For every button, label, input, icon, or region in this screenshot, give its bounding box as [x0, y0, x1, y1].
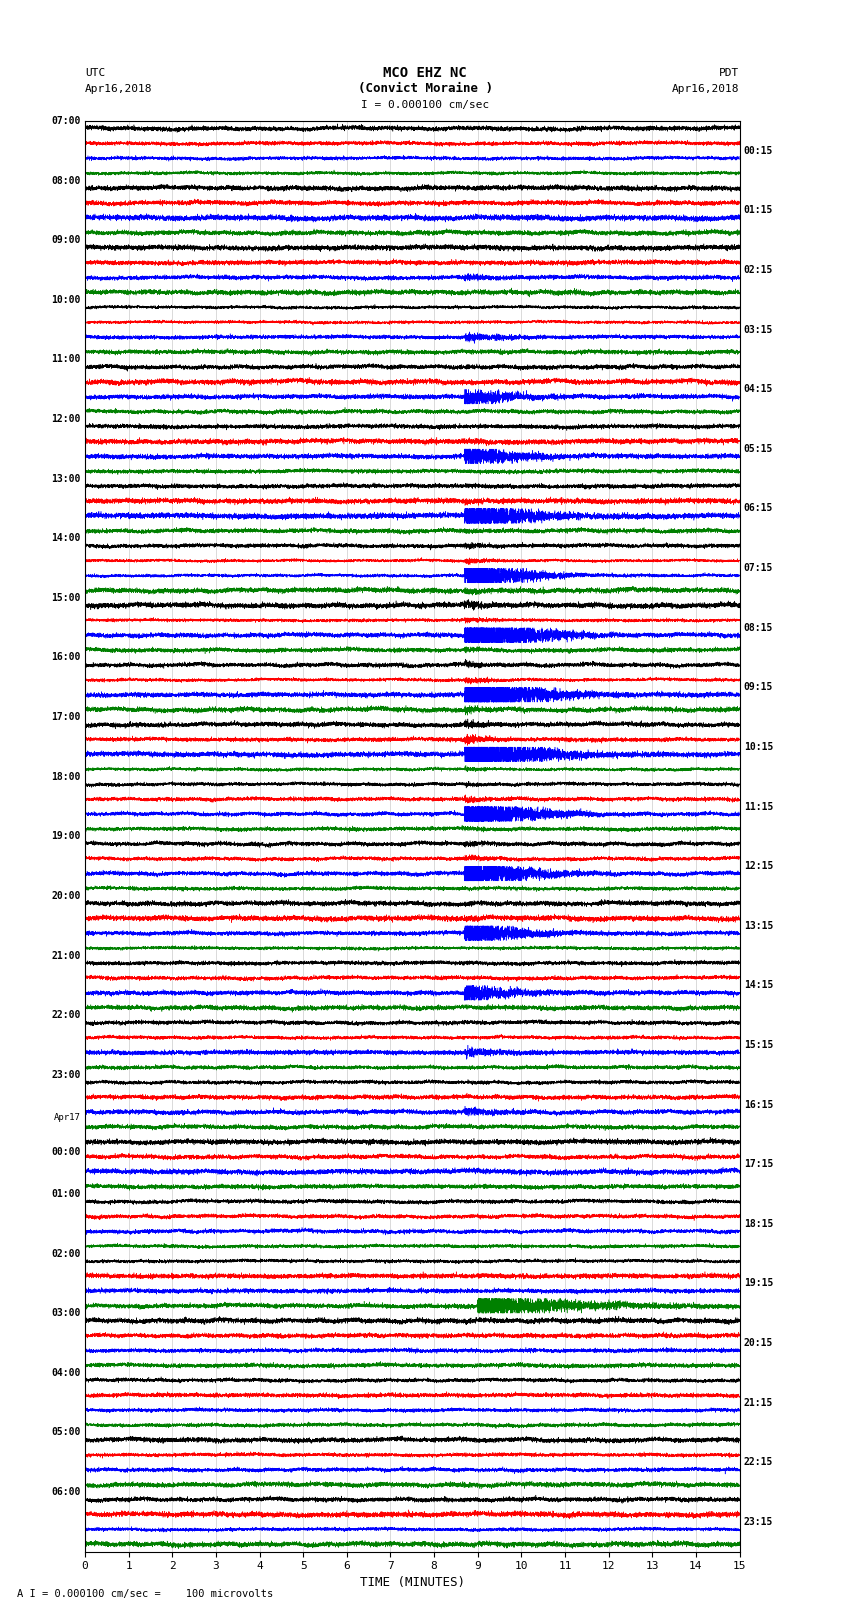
Text: 00:00: 00:00: [51, 1147, 81, 1157]
Text: 17:00: 17:00: [51, 711, 81, 723]
Text: 11:00: 11:00: [51, 355, 81, 365]
Text: 23:00: 23:00: [51, 1069, 81, 1079]
Text: Apr16,2018: Apr16,2018: [85, 84, 152, 94]
Text: 07:15: 07:15: [744, 563, 774, 573]
Text: 10:15: 10:15: [744, 742, 774, 752]
Text: 02:15: 02:15: [744, 265, 774, 274]
Text: 17:15: 17:15: [744, 1160, 774, 1169]
Text: 06:00: 06:00: [51, 1487, 81, 1497]
Text: 14:15: 14:15: [744, 981, 774, 990]
Text: 08:15: 08:15: [744, 623, 774, 632]
Text: 02:00: 02:00: [51, 1248, 81, 1258]
Text: 05:00: 05:00: [51, 1428, 81, 1437]
Text: 08:00: 08:00: [51, 176, 81, 185]
Text: 15:15: 15:15: [744, 1040, 774, 1050]
Text: 15:00: 15:00: [51, 594, 81, 603]
Text: UTC: UTC: [85, 68, 105, 77]
Text: 12:15: 12:15: [744, 861, 774, 871]
Text: 09:15: 09:15: [744, 682, 774, 692]
Text: 12:00: 12:00: [51, 415, 81, 424]
Text: 00:15: 00:15: [744, 145, 774, 156]
Text: 10:00: 10:00: [51, 295, 81, 305]
Text: 23:15: 23:15: [744, 1516, 774, 1528]
Text: 05:15: 05:15: [744, 444, 774, 453]
Text: 18:15: 18:15: [744, 1219, 774, 1229]
Text: 20:15: 20:15: [744, 1339, 774, 1348]
Text: (Convict Moraine ): (Convict Moraine ): [358, 82, 492, 95]
Text: 22:00: 22:00: [51, 1010, 81, 1019]
Text: 16:15: 16:15: [744, 1100, 774, 1110]
Text: 01:00: 01:00: [51, 1189, 81, 1198]
Text: Apr17: Apr17: [54, 1113, 81, 1121]
Text: 14:00: 14:00: [51, 534, 81, 544]
Text: 22:15: 22:15: [744, 1457, 774, 1468]
Text: PDT: PDT: [719, 68, 740, 77]
Text: 20:00: 20:00: [51, 890, 81, 902]
Text: 13:00: 13:00: [51, 474, 81, 484]
Text: 04:15: 04:15: [744, 384, 774, 394]
Text: A I = 0.000100 cm/sec =    100 microvolts: A I = 0.000100 cm/sec = 100 microvolts: [17, 1589, 273, 1598]
Text: 11:15: 11:15: [744, 802, 774, 811]
Text: 18:00: 18:00: [51, 771, 81, 782]
Text: MCO EHZ NC: MCO EHZ NC: [383, 66, 467, 79]
Text: 07:00: 07:00: [51, 116, 81, 126]
Text: 03:00: 03:00: [51, 1308, 81, 1318]
Text: 21:00: 21:00: [51, 950, 81, 961]
Text: 19:00: 19:00: [51, 831, 81, 842]
Text: Apr16,2018: Apr16,2018: [672, 84, 740, 94]
Text: 13:15: 13:15: [744, 921, 774, 931]
X-axis label: TIME (MINUTES): TIME (MINUTES): [360, 1576, 465, 1589]
Text: 09:00: 09:00: [51, 235, 81, 245]
Text: I = 0.000100 cm/sec: I = 0.000100 cm/sec: [361, 100, 489, 110]
Text: 04:00: 04:00: [51, 1368, 81, 1378]
Text: 21:15: 21:15: [744, 1398, 774, 1408]
Text: 16:00: 16:00: [51, 653, 81, 663]
Text: 03:15: 03:15: [744, 324, 774, 334]
Text: 19:15: 19:15: [744, 1279, 774, 1289]
Text: 01:15: 01:15: [744, 205, 774, 216]
Text: 06:15: 06:15: [744, 503, 774, 513]
